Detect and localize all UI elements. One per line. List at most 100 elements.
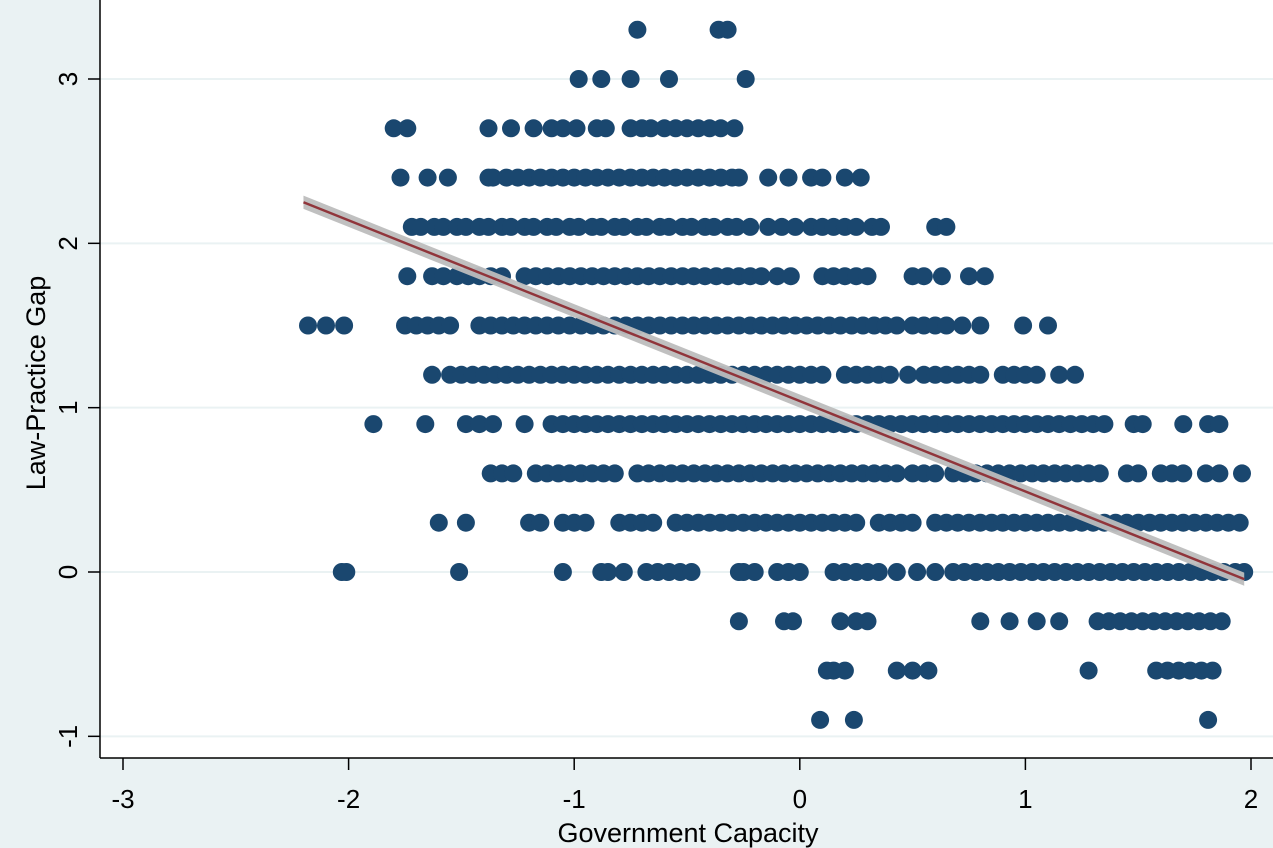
data-point bbox=[456, 217, 475, 236]
data-point bbox=[745, 563, 764, 581]
data-point bbox=[524, 217, 543, 236]
fit-line-group bbox=[303, 195, 1245, 586]
data-point bbox=[887, 563, 906, 581]
data-point bbox=[741, 217, 760, 236]
data-point bbox=[398, 267, 417, 286]
data-point bbox=[418, 168, 437, 187]
data-point bbox=[682, 563, 701, 581]
data-point bbox=[569, 70, 588, 88]
x-tick-label: 1 bbox=[1018, 784, 1032, 814]
data-point bbox=[835, 168, 854, 187]
y-tick-label: 0 bbox=[53, 565, 83, 579]
data-point bbox=[429, 513, 448, 532]
data-point bbox=[813, 365, 832, 384]
data-point bbox=[971, 316, 990, 335]
data-point bbox=[932, 267, 951, 286]
data-point bbox=[317, 316, 335, 335]
data-point bbox=[847, 217, 866, 236]
data-point bbox=[858, 267, 877, 286]
x-tick-label: -1 bbox=[563, 784, 586, 814]
data-point bbox=[450, 563, 469, 581]
data-point bbox=[831, 612, 850, 631]
data-point bbox=[479, 217, 498, 236]
data-point bbox=[479, 119, 498, 138]
data-point bbox=[1210, 464, 1229, 483]
data-point bbox=[299, 316, 317, 335]
data-point bbox=[772, 217, 791, 236]
data-point bbox=[729, 612, 748, 631]
data-point bbox=[515, 415, 534, 434]
data-point bbox=[908, 563, 927, 581]
data-point bbox=[337, 563, 356, 581]
y-tick-label: -1 bbox=[53, 725, 83, 748]
data-point bbox=[1210, 415, 1229, 434]
data-point bbox=[1129, 464, 1148, 483]
data-point bbox=[605, 464, 624, 483]
data-point bbox=[1039, 316, 1057, 335]
data-point bbox=[456, 513, 475, 532]
data-point bbox=[502, 217, 520, 236]
data-point bbox=[779, 168, 798, 187]
data-point bbox=[547, 217, 566, 236]
data-point bbox=[384, 119, 403, 138]
data-point bbox=[869, 563, 888, 581]
data-point bbox=[438, 168, 457, 187]
data-point bbox=[364, 415, 383, 434]
data-point bbox=[1014, 316, 1033, 335]
data-point bbox=[768, 267, 787, 286]
data-point bbox=[971, 365, 990, 384]
data-point bbox=[1027, 612, 1046, 631]
data-point bbox=[781, 267, 800, 286]
data-point bbox=[599, 563, 617, 581]
data-point bbox=[835, 661, 854, 680]
data-point bbox=[641, 119, 660, 138]
data-point bbox=[705, 217, 724, 236]
data-point bbox=[614, 217, 633, 236]
data-point bbox=[637, 217, 656, 236]
data-point bbox=[335, 316, 354, 335]
data-point bbox=[1196, 464, 1215, 483]
data-point bbox=[1199, 710, 1218, 729]
data-point bbox=[524, 119, 543, 138]
x-tick-label: -3 bbox=[111, 784, 134, 814]
data-point bbox=[1212, 612, 1231, 631]
data-point bbox=[531, 513, 550, 532]
data-point bbox=[660, 217, 678, 236]
data-point bbox=[858, 612, 877, 631]
data-point bbox=[1079, 661, 1098, 680]
data-point bbox=[1095, 415, 1114, 434]
data-point bbox=[391, 168, 410, 187]
data-point bbox=[711, 119, 730, 138]
data-point bbox=[682, 217, 701, 236]
data-point bbox=[844, 710, 863, 729]
data-point bbox=[1174, 415, 1193, 434]
data-point bbox=[759, 217, 778, 236]
data-point bbox=[502, 119, 520, 138]
data-point bbox=[914, 267, 933, 286]
data-point bbox=[592, 217, 611, 236]
data-point bbox=[872, 217, 890, 236]
y-tick-label: 1 bbox=[53, 400, 83, 414]
data-point bbox=[759, 168, 778, 187]
data-point bbox=[434, 267, 453, 286]
data-point bbox=[786, 217, 805, 236]
data-point bbox=[847, 513, 866, 532]
data-point bbox=[937, 316, 956, 335]
data-point bbox=[953, 316, 972, 335]
data-point bbox=[1203, 661, 1222, 680]
data-point bbox=[398, 119, 417, 138]
data-point bbox=[592, 70, 611, 88]
data-point bbox=[1050, 612, 1069, 631]
data-point bbox=[504, 464, 523, 483]
data-point bbox=[725, 119, 744, 138]
tick-labels: -3 -2 -1 0 1 2 -1 0 1 2 3 bbox=[53, 72, 1258, 814]
data-point bbox=[1027, 365, 1046, 384]
data-point bbox=[851, 168, 870, 187]
data-point bbox=[752, 267, 771, 286]
y-tick-label: 3 bbox=[53, 72, 83, 86]
data-point bbox=[628, 20, 647, 39]
data-point bbox=[644, 513, 663, 532]
data-point bbox=[614, 563, 633, 581]
data-point bbox=[456, 415, 475, 434]
